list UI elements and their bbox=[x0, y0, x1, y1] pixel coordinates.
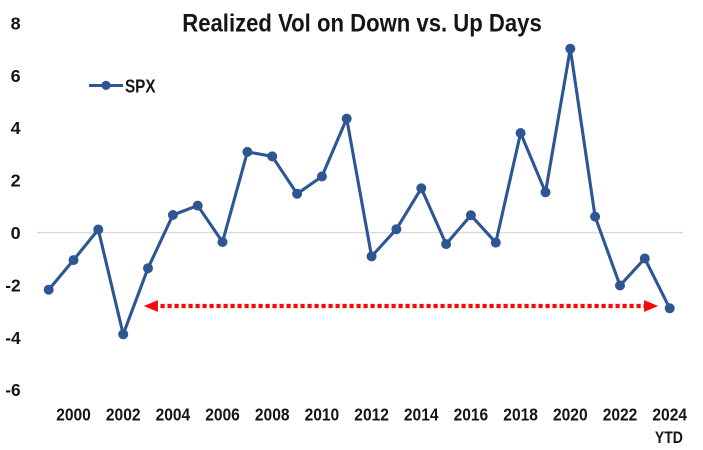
svg-text:2022: 2022 bbox=[603, 405, 638, 425]
svg-text:2000: 2000 bbox=[56, 405, 91, 425]
svg-text:YTD: YTD bbox=[655, 429, 683, 447]
svg-text:2002: 2002 bbox=[106, 405, 141, 425]
svg-text:2018: 2018 bbox=[503, 405, 538, 425]
svg-text:0: 0 bbox=[11, 223, 21, 243]
svg-text:-4: -4 bbox=[5, 328, 21, 348]
svg-text:2: 2 bbox=[11, 171, 21, 191]
svg-text:4: 4 bbox=[11, 118, 21, 138]
svg-text:-2: -2 bbox=[5, 275, 21, 295]
svg-text:2024: 2024 bbox=[652, 405, 687, 425]
svg-text:8: 8 bbox=[11, 13, 21, 33]
svg-text:2016: 2016 bbox=[454, 405, 489, 425]
svg-text:Realized Vol on Down vs. Up Da: Realized Vol on Down vs. Up Days bbox=[182, 11, 542, 38]
svg-text:2006: 2006 bbox=[205, 405, 240, 425]
svg-text:2010: 2010 bbox=[305, 405, 340, 425]
svg-text:SPX: SPX bbox=[125, 75, 156, 96]
svg-text:2012: 2012 bbox=[354, 405, 389, 425]
svg-text:6: 6 bbox=[11, 66, 21, 86]
svg-text:2014: 2014 bbox=[404, 405, 439, 425]
svg-text:-6: -6 bbox=[5, 380, 21, 400]
svg-text:2008: 2008 bbox=[255, 405, 290, 425]
svg-text:2020: 2020 bbox=[553, 405, 588, 425]
svg-text:2004: 2004 bbox=[156, 405, 191, 425]
